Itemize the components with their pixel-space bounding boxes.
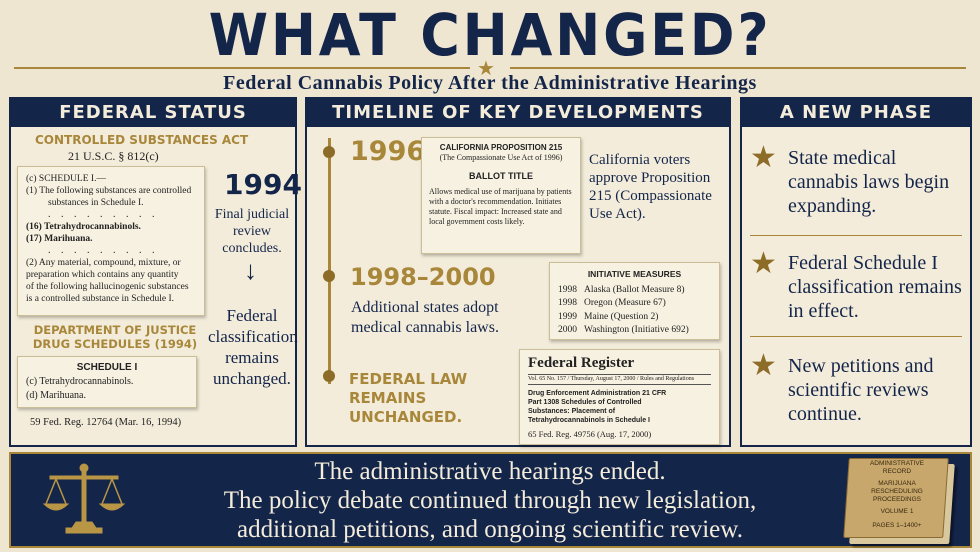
new-phase-heading: A NEW PHASE	[742, 99, 970, 127]
phase-item: State medical cannabis laws begin expand…	[788, 147, 950, 217]
banner-line: The administrative hearings ended.	[314, 458, 666, 485]
initiative-measures-document: INITIATIVE MEASURES 1998 Alaska (Ballot M…	[549, 262, 720, 340]
csa-line: substances in Schedule I.	[48, 198, 144, 208]
banner-line: The policy debate continued through new …	[223, 487, 757, 514]
prop215-title: CALIFORNIA PROPOSITION 215	[439, 143, 563, 152]
schedule-document: SCHEDULE I (c) Tetrahydrocannabinols. (d…	[17, 356, 197, 408]
ballot-title: BALLOT TITLE	[469, 171, 533, 181]
summary-banner	[9, 452, 972, 548]
prop215-subtitle: (The Compassionate Use Act of 1996)	[439, 153, 563, 162]
star-icon: ★	[750, 349, 777, 382]
doj-title: DEPARTMENT OF JUSTICE DRUG SCHEDULES (19…	[32, 323, 198, 351]
csa-line: is a controlled substance in Schedule I.	[26, 294, 175, 304]
timeline-dot	[323, 270, 335, 282]
administrative-record-book: ADMINISTRATIVE RECORD MARIJUANA RESCHEDU…	[843, 458, 956, 548]
prop215-document: CALIFORNIA PROPOSITION 215 (The Compassi…	[421, 137, 581, 254]
star-icon: ★	[750, 247, 777, 280]
federal-law-unchanged: FEDERAL LAW REMAINS UNCHANGED.	[349, 370, 468, 426]
year-1994: 1994	[224, 168, 302, 201]
fed-reg-citation: 59 Fed. Reg. 12764 (Mar. 16, 1994)	[30, 417, 182, 428]
book-line: PROCEEDINGS	[872, 496, 922, 503]
schedule-heading: SCHEDULE I	[76, 362, 138, 373]
csa-line: (17) Marihuana.	[26, 234, 93, 244]
timeline-heading: TIMELINE OF KEY DEVELOPMENTS	[307, 99, 729, 127]
divider	[750, 336, 962, 337]
page-title: WHAT CHANGED?	[208, 1, 772, 69]
csa-citation: 21 U.S.C. § 812(c)	[68, 149, 159, 163]
initiative-title: INITIATIVE MEASURES	[587, 269, 682, 279]
phase-item: Federal Schedule I classification remain…	[788, 252, 962, 322]
book-line: MARIJUANA	[878, 480, 916, 487]
star-icon: ★	[750, 141, 777, 174]
csa-line: (c) SCHEDULE I.—	[26, 174, 106, 184]
initiative-row: 1998 Oregon (Measure 67)	[558, 298, 666, 308]
fed-classification-text: Federal classification remains unchanged…	[208, 306, 298, 388]
timeline-line	[328, 138, 331, 384]
federal-register-cite: 65 Fed. Reg. 49756 (Aug. 17, 2000)	[528, 429, 652, 439]
initiative-row: 2000 Washington (Initiative 692)	[558, 325, 689, 335]
prop215-summary: California voters approve Proposition 21…	[589, 152, 712, 222]
book-line: RECORD	[882, 468, 912, 475]
review-text: Final judicial review concludes.	[214, 207, 290, 256]
page-subtitle: Federal Cannabis Policy After the Admini…	[223, 72, 757, 94]
csa-line: (16) Tetrahydrocannabinols.	[26, 222, 141, 232]
book-label: ADMINISTRATIVE RECORD MARIJUANA RESCHEDU…	[850, 460, 944, 530]
csa-line: preparation which contains any quantity	[26, 270, 179, 280]
schedule-item: (c) Tetrahydrocannabinols.	[26, 376, 134, 387]
timeline-dot	[323, 146, 335, 158]
star-icon: ★	[477, 58, 495, 80]
scales-of-justice-icon	[42, 463, 126, 534]
book-line: ADMINISTRATIVE	[869, 460, 925, 467]
federal-register-meta: Vol. 65 No. 157 / Thursday, August 17, 2…	[528, 374, 711, 385]
book-line: PAGES 1–1400+	[872, 522, 922, 529]
book-line: RESCHEDULING	[871, 488, 923, 495]
federal-register-document: Federal Register Vol. 65 No. 157 / Thurs…	[519, 349, 720, 445]
year-1998-2000: 1998–2000	[350, 263, 496, 291]
year-1996: 1996	[350, 136, 426, 167]
schedule-item: (d) Marihuana.	[26, 390, 86, 401]
down-arrow-icon: ↓	[244, 256, 257, 285]
ellipsis-dots: . . . . . . . . .	[48, 209, 159, 220]
prop215-body: Allows medical use of marijuana by patie…	[429, 187, 572, 226]
states-adopt-text: Additional states adopt medical cannabis…	[351, 299, 499, 336]
csa-document: (c) SCHEDULE I.— (1) The following subst…	[17, 166, 205, 316]
federal-register-title: Federal Register	[528, 355, 635, 371]
csa-line: (1) The following substances are control…	[26, 186, 192, 196]
banner-text: The administrative hearings ended. The p…	[150, 457, 830, 544]
book-line: VOLUME 1	[880, 508, 914, 515]
csa-line: (2) Any material, compound, mixture, or	[26, 258, 181, 268]
title-rule-right	[510, 67, 966, 69]
csa-title: CONTROLLED SUBSTANCES ACT	[35, 133, 249, 147]
ellipsis-dots: . . . . . . . . .	[48, 245, 159, 256]
timeline-dot	[323, 370, 335, 382]
new-phase-panel: A NEW PHASE	[740, 97, 972, 447]
phase-item: New petitions and scientific reviews con…	[788, 355, 934, 425]
federal-register-body: Drug Enforcement Administration 21 CFR P…	[528, 390, 667, 424]
initiative-row: 1999 Maine (Question 2)	[558, 311, 659, 322]
title-rule-left	[14, 67, 470, 69]
banner-line: additional petitions, and ongoing scient…	[237, 516, 743, 543]
divider	[750, 235, 962, 236]
federal-status-heading: FEDERAL STATUS	[11, 99, 295, 127]
csa-line: of the following hallucinogenic substanc…	[26, 282, 189, 292]
initiative-row: 1998 Alaska (Ballot Measure 8)	[558, 284, 685, 295]
